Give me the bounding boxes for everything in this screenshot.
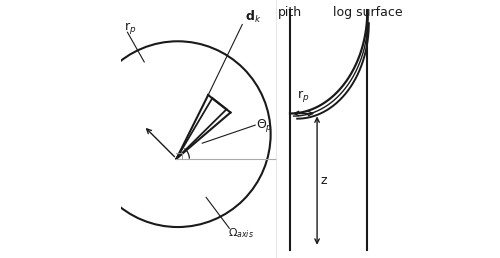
Text: pith: pith: [278, 6, 302, 19]
Text: z: z: [321, 174, 328, 187]
Text: log surface: log surface: [332, 6, 402, 19]
Text: $\Theta_p$: $\Theta_p$: [256, 117, 274, 134]
Text: r$_p$: r$_p$: [124, 20, 136, 36]
Text: $\Omega_{axis}$: $\Omega_{axis}$: [228, 227, 254, 240]
Text: r$_p$: r$_p$: [298, 88, 310, 104]
Text: d$_k$: d$_k$: [245, 9, 262, 25]
